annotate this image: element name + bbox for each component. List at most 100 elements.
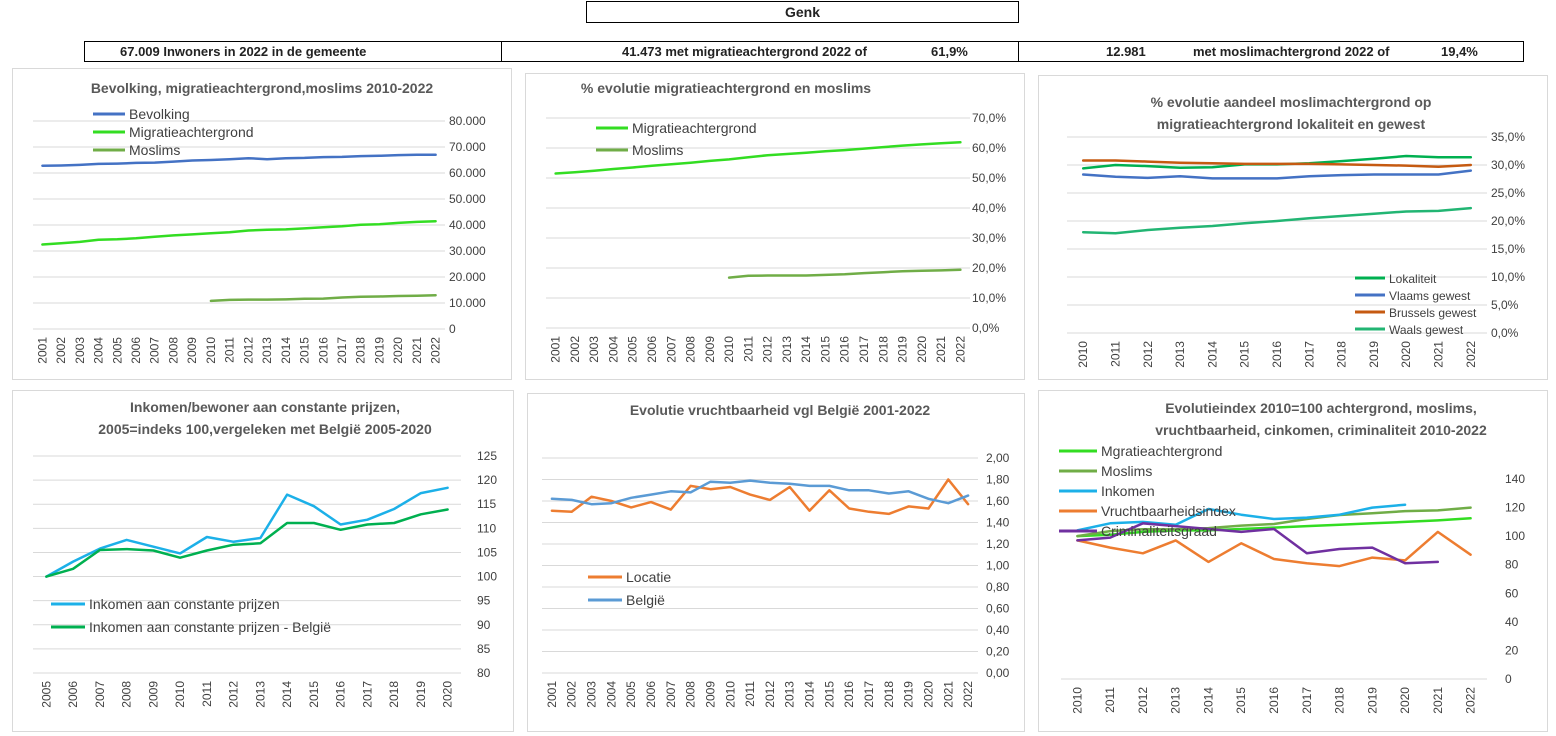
x-tick-label: 2014 (1201, 687, 1215, 714)
series-line (550, 479, 970, 506)
legend-label: Moslims (632, 142, 683, 158)
x-tick-label: 2012 (241, 337, 255, 364)
y-tick-label: 140 (1505, 472, 1525, 486)
x-tick-label: 2017 (360, 681, 374, 708)
legend-label: Inkomen aan constante prijzen (89, 596, 280, 612)
divider (501, 42, 502, 61)
x-tick-label: 2018 (387, 681, 401, 708)
x-tick-label: 2005 (110, 337, 124, 364)
x-tick-label: 2001 (35, 337, 49, 364)
x-tick-label: 2017 (335, 337, 349, 364)
x-tick-label: 2004 (606, 336, 620, 363)
chart-svg: % evolutie aandeel moslimachtergrond op m… (1067, 94, 1525, 368)
x-tick-label: 2005 (624, 681, 638, 708)
x-tick-label: 2015 (307, 681, 321, 708)
series-line (554, 141, 962, 175)
y-tick-label: 1,00 (986, 559, 1010, 573)
x-tick-label: 2008 (166, 337, 180, 364)
y-tick-label: 60 (1505, 586, 1519, 600)
x-tick-label: 2011 (200, 681, 214, 707)
x-tick-label: 2010 (173, 681, 187, 708)
x-tick-label: 2020 (1399, 341, 1413, 368)
x-tick-label: 2007 (664, 336, 678, 363)
y-tick-label: 0,0% (972, 321, 1000, 335)
summary-bar: 67.009 Inwoners in 2022 in de gemeente 4… (84, 41, 1524, 62)
x-tick-label: 2022 (1464, 687, 1478, 714)
y-tick-label: 0,0% (1491, 326, 1519, 340)
chart-svg: Bevolking, migratieachtergrond,moslims 2… (33, 80, 486, 364)
x-tick-label: 2008 (120, 681, 134, 708)
y-tick-label: 0 (1505, 672, 1512, 686)
y-tick-label: 95 (477, 594, 491, 608)
x-tick-label: 2016 (1267, 687, 1281, 714)
chart-income: Inkomen/bewoner aan constante prijzen, 20… (12, 390, 514, 732)
x-tick-label: 2021 (1431, 687, 1445, 714)
series-line (1081, 159, 1473, 168)
x-tick-label: 2015 (818, 336, 832, 363)
legend-label: Lokaliteit (1389, 272, 1437, 286)
x-tick-label: 2012 (763, 681, 777, 708)
chart-title: vruchtbaarheid, cinkomen, criminaliteit … (1155, 422, 1487, 438)
x-tick-label: 2011 (741, 336, 755, 362)
legend-label: Moslims (1101, 463, 1152, 479)
series-line (727, 268, 962, 279)
x-tick-label: 2006 (129, 337, 143, 364)
y-tick-label: 20,0% (972, 261, 1006, 275)
y-tick-label: 100 (1505, 529, 1525, 543)
y-tick-label: 125 (477, 449, 497, 463)
migration-percent: 61,9% (931, 44, 968, 59)
chart-fertility: Evolutie vruchtbaarheid vgl België 2001-… (527, 393, 1025, 732)
y-tick-label: 120 (1505, 501, 1525, 515)
x-tick-label: 2005 (626, 336, 640, 363)
x-tick-label: 2011 (223, 337, 237, 363)
x-tick-label: 2019 (372, 337, 386, 364)
chart-title: Evolutieindex 2010=100 achtergrond, mosl… (1165, 400, 1477, 416)
y-tick-label: 1,20 (986, 537, 1010, 551)
x-tick-label: 2022 (961, 681, 975, 708)
chart-title: 2005=indeks 100,vergeleken met België 20… (98, 421, 432, 437)
legend-label: Vruchtbaarheidsindex (1101, 503, 1236, 519)
x-tick-label: 2003 (73, 337, 87, 364)
y-tick-label: 60.000 (449, 166, 486, 180)
series-line (209, 293, 437, 303)
x-tick-label: 2018 (876, 336, 890, 363)
chart-evolution-index: Evolutieindex 2010=100 achtergrond, mosl… (1038, 390, 1548, 732)
y-tick-label: 0,40 (986, 623, 1010, 637)
series-line (1081, 169, 1473, 180)
x-tick-label: 2010 (1076, 341, 1090, 368)
x-tick-label: 2016 (1270, 341, 1284, 368)
y-tick-label: 10,0% (972, 291, 1006, 305)
x-tick-label: 2014 (1205, 341, 1219, 368)
legend-label: Vlaams gewest (1389, 289, 1471, 303)
series-line (45, 508, 449, 578)
x-tick-label: 2003 (587, 336, 601, 363)
y-tick-label: 50.000 (449, 192, 486, 206)
x-tick-label: 2013 (253, 681, 267, 708)
x-tick-label: 2015 (822, 681, 836, 708)
x-tick-label: 2019 (1365, 687, 1379, 714)
x-tick-label: 2021 (934, 336, 948, 363)
population-summary: 67.009 Inwoners in 2022 in de gemeente (120, 44, 367, 59)
x-tick-label: 2022 (429, 337, 443, 364)
x-tick-label: 2007 (93, 681, 107, 708)
x-tick-label: 2020 (921, 681, 935, 708)
x-tick-label: 2007 (664, 681, 678, 708)
series-line (1076, 522, 1440, 565)
x-tick-label: 2004 (604, 681, 618, 708)
x-tick-label: 2011 (1103, 687, 1117, 713)
x-tick-label: 2012 (1141, 341, 1155, 368)
x-tick-label: 2014 (279, 337, 293, 364)
y-tick-label: 30,0% (1491, 158, 1525, 172)
x-tick-label: 2020 (1398, 687, 1412, 714)
x-tick-label: 2013 (1169, 687, 1183, 714)
legend-label: Bevolking (129, 106, 190, 122)
x-tick-label: 2011 (743, 681, 757, 707)
y-tick-label: 20 (1505, 643, 1519, 657)
muslim-percent: 19,4% (1441, 44, 1478, 59)
muslim-count: 12.981 (1106, 44, 1146, 59)
chart-title: Evolutie vruchtbaarheid vgl België 2001-… (630, 402, 931, 418)
x-tick-label: 2004 (92, 337, 106, 364)
x-tick-label: 2016 (316, 337, 330, 364)
legend-label: Mgratieachtergrond (1101, 443, 1222, 459)
x-tick-label: 2013 (780, 336, 794, 363)
